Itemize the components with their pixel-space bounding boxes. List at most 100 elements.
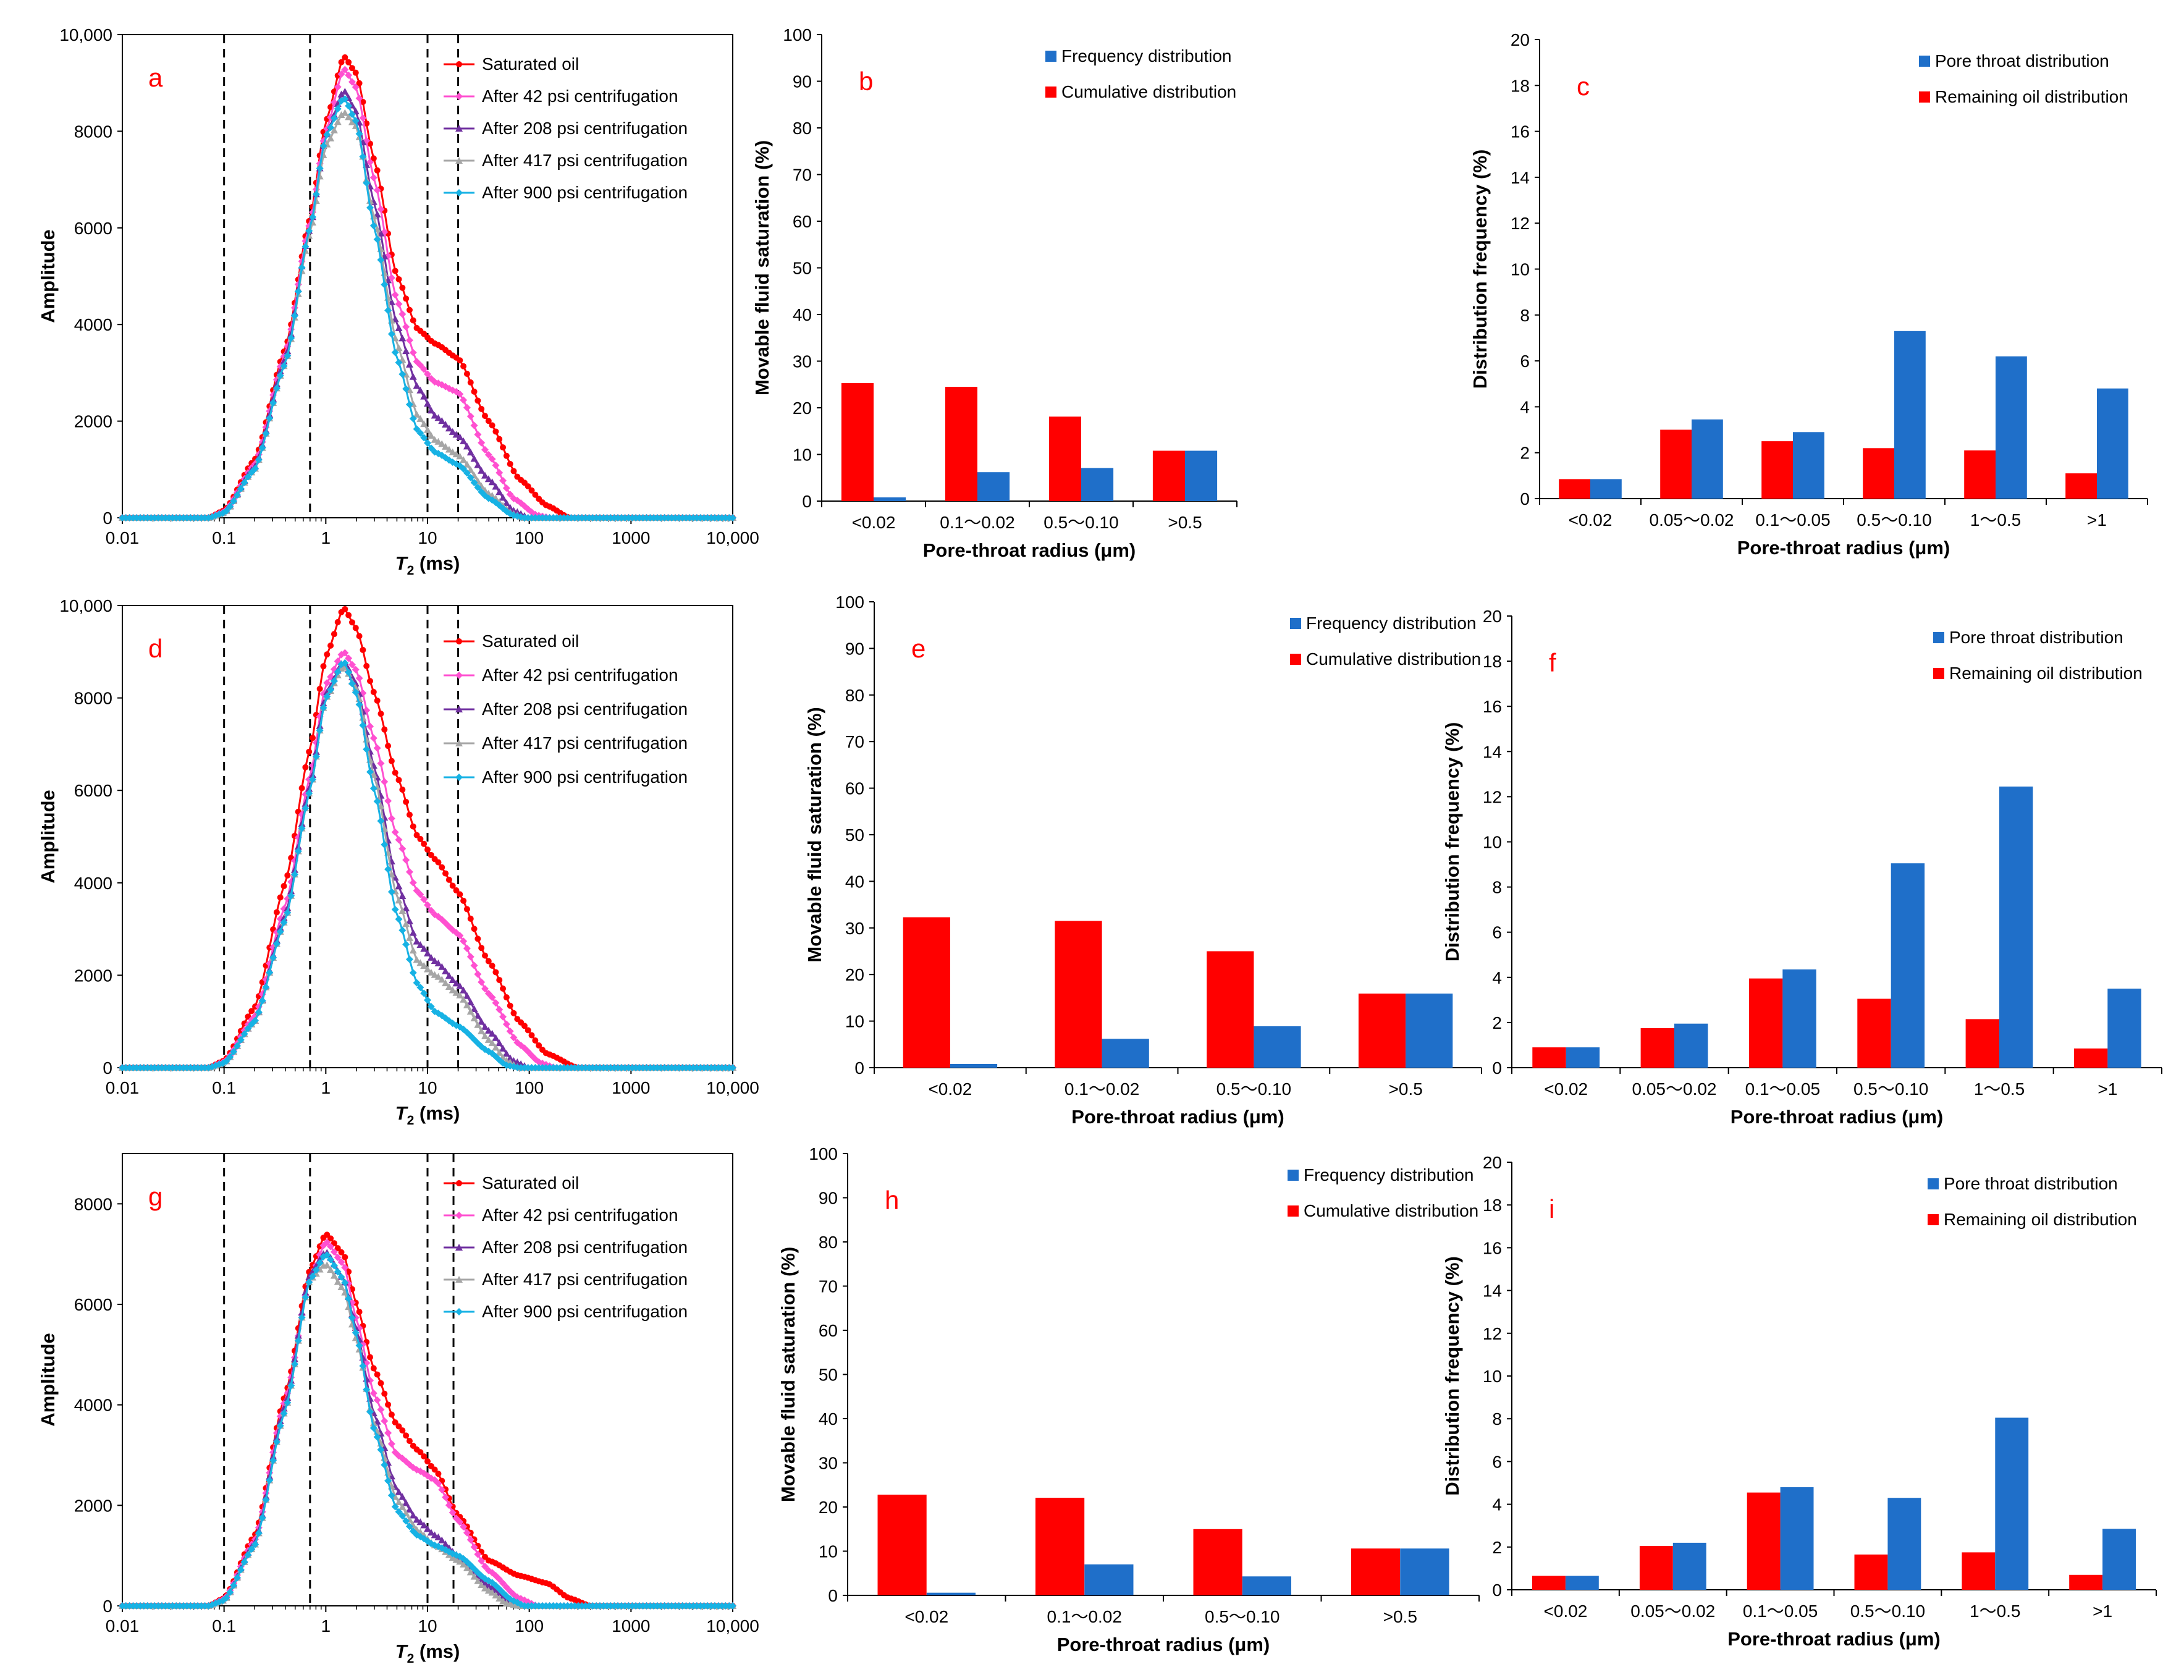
y-tick-label: 10 [1511, 260, 1530, 279]
x-tick-label: 0.1～0.05 [1743, 1602, 1818, 1621]
y-tick-label: 10,000 [59, 25, 112, 44]
y-tick-label: 0 [103, 1597, 112, 1616]
data-point [416, 386, 424, 394]
data-point [438, 976, 446, 983]
data-point [463, 460, 471, 468]
data-point [258, 444, 266, 452]
bar-blue [1565, 1576, 1599, 1590]
data-point [474, 1577, 482, 1584]
data-point [373, 186, 381, 194]
data-point [442, 1493, 450, 1501]
data-point [345, 59, 352, 65]
data-point [452, 431, 460, 438]
y-tick-label: 100 [783, 25, 812, 44]
data-point [352, 665, 360, 673]
legend-label: Pore throat distribution [1944, 1174, 2118, 1193]
data-point [230, 497, 238, 505]
data-point [327, 642, 334, 649]
data-point [478, 466, 486, 474]
data-point [395, 1498, 403, 1506]
legend: Pore throat distribution Remaining oil di… [1933, 628, 2143, 683]
x-tick-label: >0.5 [1383, 1607, 1417, 1626]
data-point [403, 295, 410, 302]
data-point [309, 213, 317, 221]
y-tick-label: 80 [819, 1233, 838, 1252]
data-point [334, 105, 342, 113]
x-tick-label: >0.5 [1168, 513, 1202, 532]
x-tick-label: <0.02 [928, 1079, 972, 1099]
data-point [409, 373, 417, 380]
data-point [370, 688, 377, 695]
data-point [398, 907, 407, 914]
data-point [341, 1264, 349, 1272]
y-tick-label: 6 [1492, 1452, 1502, 1471]
data-point [331, 631, 337, 638]
data-point [489, 422, 495, 429]
data-point [387, 1492, 395, 1500]
data-point [298, 824, 306, 832]
data-point [391, 348, 399, 357]
data-point [499, 1044, 507, 1052]
data-point [373, 797, 381, 805]
data-point [495, 1595, 504, 1602]
bar-red [1761, 441, 1793, 499]
data-point [294, 847, 302, 855]
data-point [330, 677, 338, 685]
data-point [434, 1479, 442, 1487]
legend: Pore throat distribution Remaining oil di… [1928, 1174, 2137, 1229]
data-point [492, 1591, 500, 1598]
data-point [442, 442, 450, 450]
data-point [373, 210, 381, 217]
legend-marker [455, 706, 463, 712]
data-point [324, 651, 331, 658]
data-point [323, 1251, 331, 1259]
data-point [327, 124, 335, 132]
data-point [345, 71, 353, 79]
y-tick-label: 14 [1511, 168, 1530, 187]
y-tick-label: 10 [1483, 1367, 1502, 1386]
x-tick-label: >1 [2098, 1079, 2117, 1099]
data-point [337, 111, 345, 119]
data-point [373, 1396, 381, 1404]
legend: Frequency distribution Cumulative distrib… [1045, 46, 1236, 101]
data-point [442, 421, 450, 428]
data-point [262, 983, 270, 991]
data-point [323, 679, 331, 687]
data-point [489, 962, 495, 969]
data-point [416, 959, 424, 966]
data-point [280, 883, 287, 890]
data-point [280, 362, 288, 370]
data-point [424, 949, 431, 956]
legend: Pore throat distribution Remaining oil di… [1919, 51, 2128, 106]
x-tick-label: 1 [321, 528, 331, 547]
data-point [237, 1036, 245, 1044]
data-point [230, 1581, 238, 1589]
x-axis-label-unit: (ms) [414, 1640, 460, 1662]
data-point [398, 370, 407, 378]
data-point [387, 1440, 395, 1448]
data-point [272, 936, 280, 943]
data-point [442, 870, 449, 877]
data-point [507, 1002, 513, 1009]
data-point [525, 483, 531, 490]
bar-blue [1780, 1487, 1814, 1590]
data-point [327, 134, 335, 141]
data-point [305, 789, 313, 797]
legend-label: Saturated oil [482, 631, 579, 651]
x-axis-label-unit: (ms) [414, 552, 460, 574]
data-point [466, 1536, 474, 1544]
data-point [474, 1011, 482, 1019]
data-point [405, 917, 413, 924]
bar-blue [1674, 1023, 1708, 1068]
data-point [341, 1278, 349, 1286]
data-point [367, 1354, 374, 1361]
data-point [348, 110, 356, 118]
data-point [301, 1293, 310, 1301]
x-tick-label: 10,000 [706, 1078, 759, 1097]
x-tick-label: >0.5 [1388, 1079, 1422, 1099]
legend-label: After 417 psi centrifugation [482, 1270, 688, 1289]
data-point [528, 1032, 535, 1039]
data-point [463, 1564, 471, 1571]
data-point [330, 1262, 338, 1270]
data-point [222, 507, 230, 515]
